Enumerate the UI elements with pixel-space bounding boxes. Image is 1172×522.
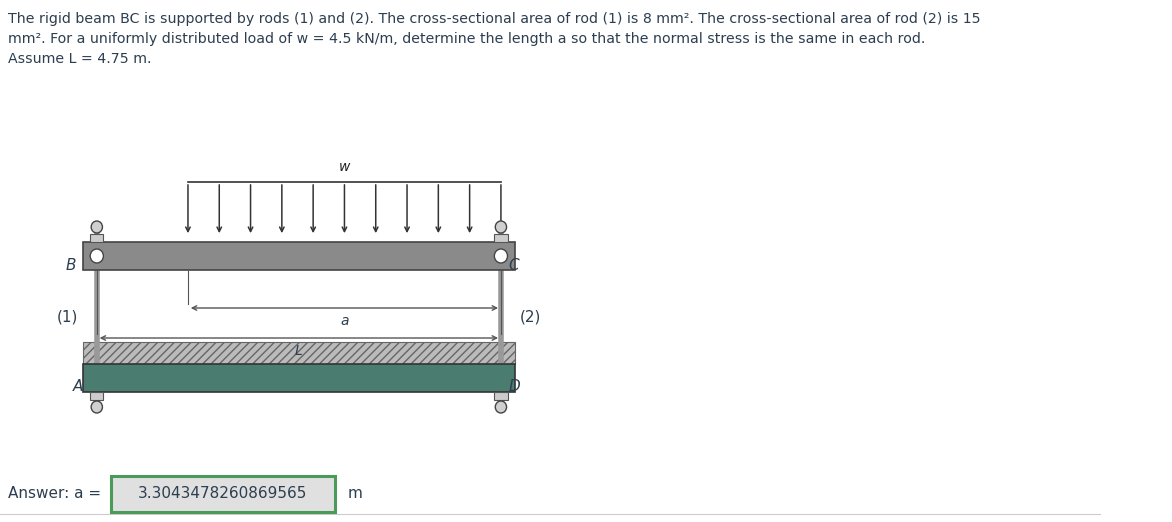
Circle shape: [496, 401, 506, 413]
Text: The rigid beam BC is supported by rods (1) and (2). The cross-sectional area of : The rigid beam BC is supported by rods (…: [7, 12, 980, 66]
Text: D: D: [509, 379, 520, 394]
Text: m: m: [348, 487, 362, 502]
Text: (2): (2): [519, 310, 541, 325]
Circle shape: [91, 401, 102, 413]
Bar: [495, 234, 507, 242]
Bar: [90, 392, 103, 400]
Bar: [83, 364, 515, 392]
Bar: [90, 234, 103, 242]
Circle shape: [91, 221, 102, 233]
Circle shape: [495, 249, 507, 263]
Text: A: A: [74, 379, 83, 394]
FancyBboxPatch shape: [111, 476, 334, 512]
Text: B: B: [66, 258, 76, 274]
Text: (1): (1): [56, 310, 79, 325]
Text: Answer: a =: Answer: a =: [7, 487, 101, 502]
Circle shape: [90, 249, 103, 263]
Bar: [495, 392, 507, 400]
Text: w: w: [339, 160, 350, 174]
Text: L: L: [295, 344, 302, 358]
Bar: [83, 342, 515, 364]
Text: 3.3043478260869565: 3.3043478260869565: [138, 487, 307, 502]
Bar: [83, 242, 515, 270]
Circle shape: [496, 221, 506, 233]
Text: C: C: [509, 258, 519, 274]
Text: a: a: [340, 314, 349, 328]
